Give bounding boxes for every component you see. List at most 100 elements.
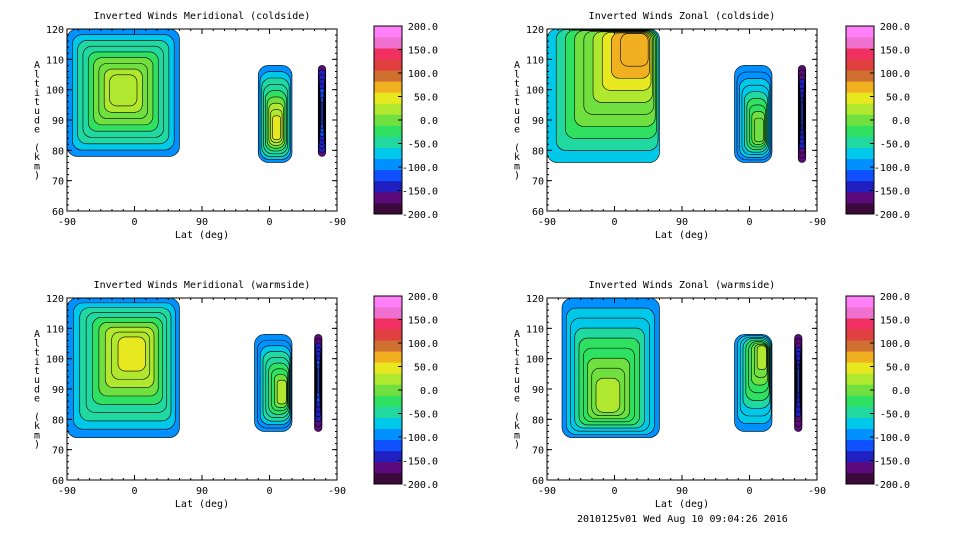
colorbar-tick-label: 0.0 xyxy=(420,386,438,397)
x-tick-label: -90 xyxy=(538,486,556,497)
colorbar-tick-label: 150.0 xyxy=(880,46,910,57)
colorbar-tick-label: 100.0 xyxy=(408,339,438,350)
colorbar-tick-label: -200.0 xyxy=(874,480,910,491)
colorbar-swatch xyxy=(374,450,402,463)
colorbar-swatch xyxy=(846,114,874,126)
colorbar-tick-label: 0.0 xyxy=(892,116,910,127)
y-tick-label: 80 xyxy=(532,146,544,157)
x-tick-label: 0 xyxy=(266,486,272,497)
contour-level xyxy=(756,345,767,370)
colorbar-swatch xyxy=(374,329,402,341)
colorbar-swatch xyxy=(374,461,402,474)
x-tick-label: 0 xyxy=(746,486,752,497)
y-axis-label-char: ( xyxy=(34,412,40,423)
y-tick-label: 120 xyxy=(526,294,544,305)
colorbar: 200.0 150.0 100.0 50.0 0.0 -50.0 -100.0 -150.0 -… xyxy=(845,292,910,491)
x-tick-label: 90 xyxy=(676,217,688,228)
colorbar-swatch xyxy=(846,92,874,104)
y-axis-label-char: m xyxy=(34,430,40,441)
colorbar-swatch xyxy=(374,395,402,407)
y-tick-label: 70 xyxy=(532,177,544,188)
colorbar: 200.0 150.0 100.0 50.0 0.0 -50.0 -100.0 -150.0 -… xyxy=(373,292,438,491)
colorbar-swatch xyxy=(374,92,402,104)
y-axis-label-char: ) xyxy=(34,171,40,182)
colorbar-swatch xyxy=(374,318,402,330)
y-tick-label: 60 xyxy=(52,207,64,218)
y-tick-label: 120 xyxy=(46,25,64,36)
y-axis-label-char: u xyxy=(34,375,40,386)
colorbar-swatch xyxy=(374,136,402,148)
colorbar: 200.0 150.0 100.0 50.0 0.0 -50.0 -100.0 -150.0 -… xyxy=(845,22,910,221)
contour-level xyxy=(272,115,281,140)
y-axis-label-char: ) xyxy=(514,440,520,451)
colorbar-swatch xyxy=(374,362,402,374)
y-axis-label-char: t xyxy=(34,97,40,108)
colorbar-tick-label: -200.0 xyxy=(874,210,910,221)
x-axis-label: Lat (deg) xyxy=(655,230,709,241)
y-axis-label-char: m xyxy=(34,161,40,172)
y-tick-label: 60 xyxy=(52,476,64,487)
contour-level xyxy=(754,117,764,143)
contour-region-2 xyxy=(254,334,293,432)
y-axis-label-char: k xyxy=(514,421,520,432)
colorbar-swatch xyxy=(846,307,874,319)
x-axis-label: Lat (deg) xyxy=(655,499,709,510)
colorbar-swatch xyxy=(846,48,874,60)
y-axis-label-char: ( xyxy=(514,143,520,154)
x-tick-label: 90 xyxy=(676,486,688,497)
contour-region-1 xyxy=(67,29,180,157)
y-tick-label: 60 xyxy=(532,207,544,218)
x-tick-label: 0 xyxy=(266,217,272,228)
y-tick-label: 80 xyxy=(52,415,64,426)
colorbar-swatch xyxy=(846,373,874,385)
y-tick-label: 100 xyxy=(526,86,544,97)
y-axis-label-char: d xyxy=(34,384,40,395)
y-axis-label-char: ( xyxy=(514,412,520,423)
colorbar-swatch xyxy=(374,147,402,160)
y-tick-label: 90 xyxy=(532,385,544,396)
x-tick-label: 0 xyxy=(131,217,137,228)
y-axis-label-char: d xyxy=(514,384,520,395)
colorbar-swatch xyxy=(374,384,402,396)
contour-level xyxy=(320,101,324,125)
colorbar-swatch xyxy=(374,296,402,308)
y-axis-label-char: A xyxy=(514,329,520,340)
contour-region-1 xyxy=(547,29,660,163)
x-axis-label: Lat (deg) xyxy=(175,499,229,510)
colorbar-swatch xyxy=(374,202,402,215)
colorbar-swatch xyxy=(846,136,874,148)
x-axis-label: Lat (deg) xyxy=(175,230,229,241)
colorbar-tick-label: 50.0 xyxy=(886,363,910,374)
x-tick-label: -90 xyxy=(328,217,346,228)
colorbar-swatch xyxy=(374,59,402,71)
contour-field xyxy=(67,298,323,438)
colorbar-swatch xyxy=(374,48,402,60)
y-tick-label: 60 xyxy=(532,476,544,487)
y-axis-label-char: A xyxy=(34,329,40,340)
colorbar-swatch xyxy=(846,439,874,452)
y-axis-label-char: e xyxy=(34,394,40,405)
y-axis-label-char: ( xyxy=(34,143,40,154)
colorbar-swatch xyxy=(374,439,402,452)
y-axis-label-char: k xyxy=(34,421,40,432)
y-tick-label: 110 xyxy=(526,324,544,335)
y-axis-label-char: A xyxy=(34,60,40,71)
colorbar-tick-label: 50.0 xyxy=(414,363,438,374)
colorbar-swatch xyxy=(374,103,402,115)
colorbar-swatch xyxy=(846,384,874,396)
colorbar-swatch xyxy=(846,37,874,49)
y-tick-label: 120 xyxy=(46,294,64,305)
colorbar-tick-label: -50.0 xyxy=(880,410,910,421)
contour-region-3 xyxy=(317,65,327,157)
x-tick-label: 90 xyxy=(196,217,208,228)
contour-level xyxy=(620,33,649,67)
y-axis-label-char: u xyxy=(514,106,520,117)
y-axis-label-char: e xyxy=(514,125,520,136)
colorbar-tick-label: -150.0 xyxy=(402,187,438,198)
colorbar-tick-label: -50.0 xyxy=(408,140,438,151)
y-axis-label-char: e xyxy=(514,394,520,405)
colorbar-swatch xyxy=(374,428,402,441)
